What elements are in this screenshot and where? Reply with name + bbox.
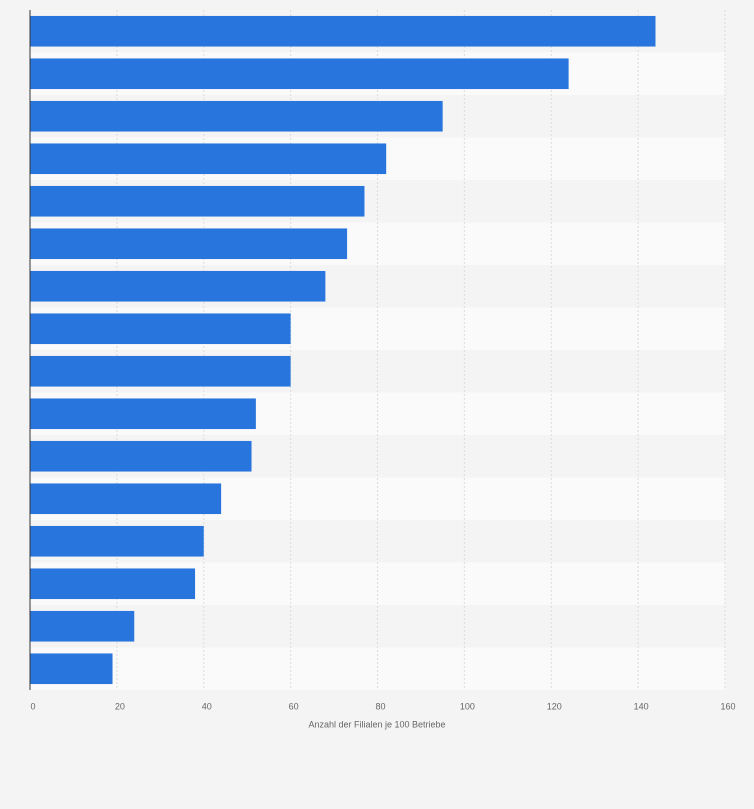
x-tick-label: 160	[720, 701, 735, 711]
bar	[30, 100, 443, 132]
bar	[30, 653, 113, 685]
bar	[30, 355, 291, 387]
bar	[30, 58, 569, 90]
bar	[30, 228, 348, 260]
x-axis-label: Anzahl der Filialen je 100 Betriebe	[308, 719, 445, 729]
bar	[30, 313, 291, 345]
bar	[30, 525, 204, 557]
bar	[30, 440, 252, 472]
x-tick-label: 100	[460, 701, 475, 711]
x-tick-label: 60	[289, 701, 299, 711]
x-tick-label: 0	[30, 701, 35, 711]
x-tick-label: 80	[375, 701, 385, 711]
x-tick-label: 140	[634, 701, 649, 711]
bar	[30, 270, 326, 302]
bar	[30, 15, 656, 47]
x-tick-label: 20	[115, 701, 125, 711]
bar	[30, 610, 135, 642]
bar	[30, 568, 196, 600]
bar	[30, 483, 222, 515]
bar	[30, 143, 387, 175]
bar	[30, 185, 365, 217]
x-tick-label: 120	[547, 701, 562, 711]
bar	[30, 398, 256, 430]
x-tick-label: 40	[202, 701, 212, 711]
